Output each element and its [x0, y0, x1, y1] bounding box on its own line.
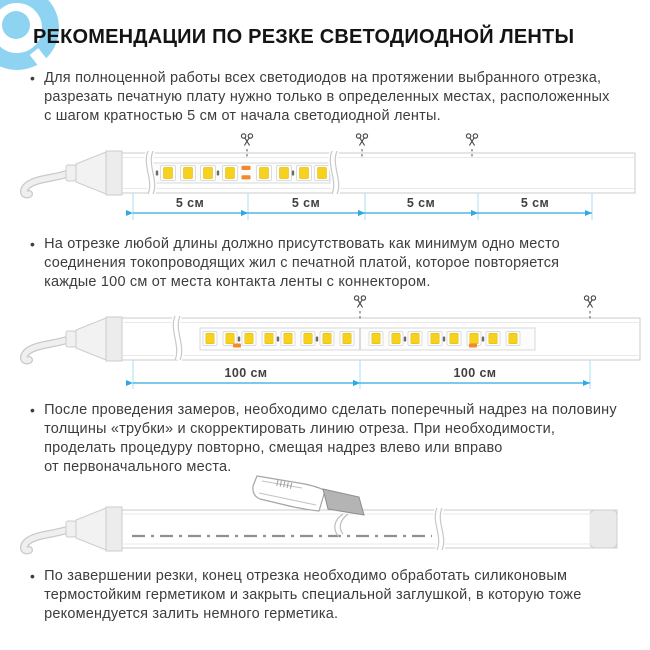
connector-neck: [65, 330, 77, 348]
bullet-icon: •: [30, 568, 36, 584]
utility-knife: [252, 475, 365, 538]
knife-blade: [322, 488, 365, 516]
dim-label-5cm: 5 см: [521, 196, 549, 210]
connector-wire: [21, 170, 73, 198]
dim-label-100cm: 100 см: [225, 366, 268, 380]
break-mark: [433, 506, 446, 552]
tube-end-cap: [589, 509, 618, 549]
bullet-text-1: Для полноценной работы всех светодиодов …: [44, 70, 610, 124]
connector-wire: [21, 336, 73, 364]
connector-plug: [75, 317, 107, 361]
connector-cap-band: [105, 316, 123, 362]
bullet-item-1: • Для полноценной работы всех светодиодо…: [30, 69, 642, 126]
connector-wire: [21, 526, 73, 554]
dim-label-5cm: 5 см: [292, 196, 320, 210]
connector-neck: [65, 520, 77, 538]
dimension-lines-100cm: 100 см 100 см: [126, 360, 591, 389]
bullet-item-4: • По завершении резки, конец отрезка нео…: [30, 567, 642, 624]
scissors-icon: [465, 133, 479, 157]
connector-plug: [75, 507, 107, 551]
diagram-5cm-cut-marks: 5 см 5 см 5 см 5 см: [20, 133, 636, 220]
dim-label-5cm: 5 см: [176, 196, 204, 210]
dimension-lines-5cm: 5 см 5 см 5 см 5 см: [126, 193, 593, 220]
strip-tube: [121, 152, 636, 194]
connector-neck: [65, 164, 77, 182]
bullet-icon: •: [30, 402, 36, 418]
cut-solder-pads: [241, 165, 251, 180]
bullet-icon: •: [30, 70, 36, 86]
bullet-text-2: На отрезке любой длины должно присутство…: [44, 236, 560, 290]
connector-plug: [75, 151, 107, 195]
dim-label-5cm: 5 см: [407, 196, 435, 210]
strip-tube: [121, 509, 618, 549]
incision-mark: [339, 513, 349, 535]
strip-connector: [20, 150, 123, 199]
knife-grip-ridges: [276, 479, 293, 489]
bullet-item-2: • На отрезке любой длины должно присутст…: [30, 235, 642, 292]
break-mark-right: [328, 149, 341, 196]
led-row: [155, 165, 330, 181]
strip-connector: [20, 506, 123, 555]
bullet-text-4: По завершении резки, конец отрезка необх…: [44, 568, 582, 622]
scissors-icon: [583, 295, 597, 320]
scissors-icon: [353, 295, 367, 320]
logo-dot: [2, 11, 30, 39]
break-mark-left: [171, 314, 184, 362]
break-mark-left: [144, 149, 157, 196]
bullet-icon: •: [30, 236, 36, 252]
wire-connection-pads: [233, 343, 477, 348]
incision-mark: [334, 513, 344, 538]
strip-connector: [20, 316, 123, 365]
dim-label-100cm: 100 см: [454, 366, 497, 380]
led-row: [202, 331, 521, 346]
diagram-knife-incision: [20, 475, 618, 555]
connector-cap-band: [105, 506, 123, 552]
bullet-text-3: После проведения замеров, необходимо сде…: [44, 402, 617, 475]
page-title: РЕКОМЕНДАЦИИ ПО РЕЗКЕ СВЕТОДИОДНОЙ ЛЕНТЫ: [33, 26, 575, 48]
scissors-icon: [355, 133, 369, 157]
diagram-100cm-junctions: 100 см 100 см: [20, 295, 641, 389]
bullet-item-3: • После проведения замеров, необходимо с…: [30, 401, 642, 477]
scissors-icon: [240, 133, 254, 157]
connector-cap-band: [105, 150, 123, 196]
